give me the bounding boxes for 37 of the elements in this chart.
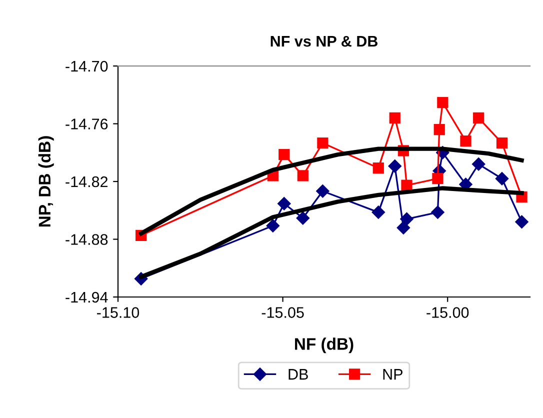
x-axis-title: NF (dB) <box>295 338 354 354</box>
point <box>372 206 385 219</box>
point <box>278 148 290 160</box>
point <box>296 211 310 225</box>
point <box>431 206 444 219</box>
point <box>266 219 280 232</box>
point <box>396 221 410 234</box>
x-tick-label: -15.00 <box>426 307 469 318</box>
point <box>515 215 528 229</box>
point <box>372 162 384 174</box>
point <box>389 112 400 124</box>
y-tick-label: -14.88 <box>66 234 108 245</box>
y-tick-label: -14.94 <box>66 292 108 303</box>
point <box>473 112 484 124</box>
point <box>317 137 328 149</box>
x-tick-label: -15.05 <box>262 307 304 318</box>
legend-label: DB <box>288 369 308 380</box>
legend-label: NP <box>383 369 402 380</box>
chart-title: NF vs NP & DB <box>270 36 378 47</box>
point <box>460 136 472 147</box>
point <box>400 212 414 226</box>
point <box>496 137 508 149</box>
point <box>495 172 509 186</box>
y-tick-label: -14.70 <box>66 60 108 72</box>
point <box>472 158 486 171</box>
y-tick-label: -14.76 <box>66 118 108 130</box>
point <box>316 184 330 198</box>
y-axis-title: NP, DB (dB) <box>38 136 54 227</box>
point <box>278 197 291 210</box>
point <box>388 160 402 173</box>
y-tick-label: -14.82 <box>66 176 108 188</box>
point <box>437 97 448 108</box>
x-tick-label: -15.10 <box>97 307 140 318</box>
point <box>401 180 412 191</box>
point <box>434 124 445 136</box>
point <box>297 170 308 182</box>
point <box>432 173 444 184</box>
